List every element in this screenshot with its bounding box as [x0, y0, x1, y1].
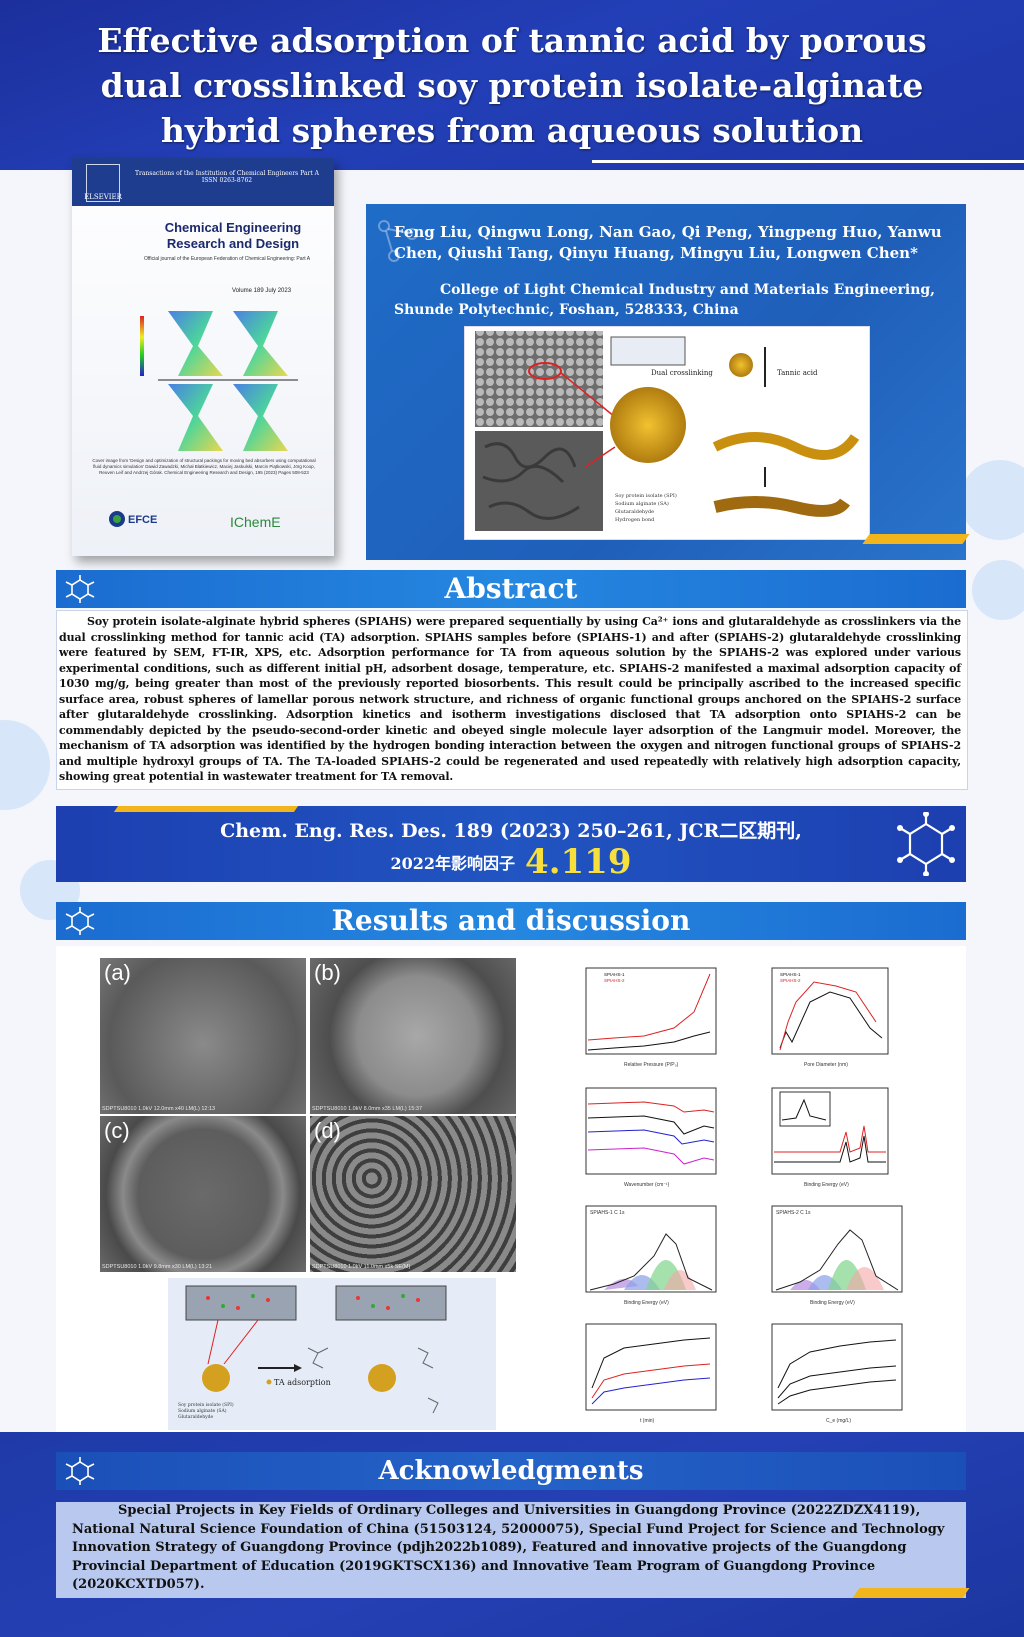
svg-text:Relative Pressure (P/P₀): Relative Pressure (P/P₀): [624, 1062, 679, 1068]
sphere-before: [202, 1364, 230, 1392]
abstract-header: Abstract: [56, 570, 966, 608]
abstract-text: Soy protein isolate-alginate hybrid sphe…: [59, 615, 961, 783]
results-title: Results and discussion: [331, 904, 691, 937]
sem-label: (c): [104, 1118, 130, 1143]
journal-cover: ELSEVIER Transactions of the Institution…: [72, 158, 334, 556]
svg-text:SPIAHS-2: SPIAHS-2: [604, 978, 625, 983]
sem-image-c: (c) SDPTSU8010 1.0kV 9.8mm x30 LM(L) 13:…: [100, 1116, 306, 1272]
acknowledgments-title: Acknowledgments: [378, 1456, 644, 1486]
header-band: [0, 0, 1024, 170]
bet-isotherm-plot: Relative Pressure (P/P₀) SPIAHS-1 SPIAHS…: [564, 962, 720, 1072]
deco-circle: [960, 460, 1024, 540]
results-header: Results and discussion: [56, 902, 966, 940]
svg-text:Binding Energy (eV): Binding Energy (eV): [804, 1182, 849, 1188]
results-panel: (a) SDPTSU8010 1.0kV 12.0mm x40 LM(L) 12…: [56, 946, 966, 1432]
pore-distribution-plot: Pore Diameter (nm) SPIAHS-1 SPIAHS-2: [750, 962, 906, 1072]
sem-image-a: (a) SDPTSU8010 1.0kV 12.0mm x40 LM(L) 12…: [100, 958, 306, 1114]
svg-text:Hydrogen bond: Hydrogen bond: [615, 517, 655, 523]
c1s-spiahs2-plot: SPIAHS-2 C 1s Binding Energy (eV): [750, 1200, 906, 1310]
adsorption-mechanism-diagram: TA adsorption Soy protein isolate (SPI) …: [168, 1278, 496, 1430]
spi-network-box: [185, 1285, 297, 1321]
xps-survey-plot: Binding Energy (eV): [750, 1082, 906, 1192]
citation-text: Chem. Eng. Res. Des. 189 (2023) 250–261,…: [220, 820, 802, 842]
svg-text:Soy protein isolate (SPI): Soy protein isolate (SPI): [178, 1401, 234, 1408]
elsevier-logo: ELSEVIER: [84, 164, 122, 202]
svg-text:SPIAHS-1: SPIAHS-1: [780, 972, 801, 977]
abstract-box: Soy protein isolate-alginate hybrid sphe…: [56, 610, 968, 790]
graphical-abstract: Dual crosslinking Tannic acid Soy protei…: [464, 326, 870, 540]
poster-title: Effective adsorption of tannic acid by p…: [97, 21, 927, 150]
molecule-icon: [65, 907, 95, 935]
svg-text:Tannic acid: Tannic acid: [777, 369, 818, 377]
affiliation: College of Light Chemical Industry and M…: [394, 282, 936, 318]
impact-factor-value: 4.119: [525, 842, 632, 882]
cover-simulation-image: [140, 311, 298, 451]
kinetics-plot: t (min): [564, 1318, 720, 1428]
hybrid-sphere: [610, 387, 686, 463]
svg-text:Glutaraldehyde: Glutaraldehyde: [178, 1414, 214, 1420]
svg-text:Dual crosslinking: Dual crosslinking: [651, 369, 713, 377]
sem-image-b: (b) SDPTSU8010 1.0kV 8.0mm x35 LM(L) 15:…: [310, 958, 516, 1114]
molecule-icon: [65, 575, 95, 603]
isotherm-plot: C_e (mg/L): [750, 1318, 906, 1428]
benzene-icon: [897, 812, 955, 876]
gold-stripe: [852, 1588, 970, 1598]
sem-label: (d): [314, 1118, 341, 1143]
deco-circle: [972, 560, 1024, 620]
svg-text:Binding Energy (eV): Binding Energy (eV): [624, 1300, 669, 1306]
gold-stripe: [113, 806, 299, 812]
svg-text:SPIAHS-2: SPIAHS-2: [780, 978, 801, 983]
cover-volume: Volume 189 July 2023: [232, 288, 292, 294]
ftir-plot: Wavenumber (cm⁻¹): [564, 1082, 720, 1192]
acknowledgments-box: Special Projects in Key Fields of Ordina…: [56, 1502, 970, 1598]
molecule-decor-icon: [378, 220, 418, 262]
cover-header: ELSEVIER Transactions of the Institution…: [72, 158, 334, 206]
svg-text:SPIAHS-1: SPIAHS-1: [604, 972, 625, 977]
crosslink-box: [610, 336, 686, 366]
gold-stripe: [862, 534, 970, 544]
sem-label: (b): [314, 960, 341, 985]
cover-journal-header: Transactions of the Institution of Chemi…: [134, 170, 320, 184]
svg-text:Sodium alginate (SA): Sodium alginate (SA): [178, 1407, 227, 1414]
author-list: Feng Liu, Qingwu Long, Nan Gao, Qi Peng,…: [394, 223, 942, 262]
acknowledgments-header: Acknowledgments: [56, 1452, 966, 1490]
svg-text:C_e (mg/L): C_e (mg/L): [826, 1418, 851, 1424]
svg-text:t (min): t (min): [640, 1418, 655, 1424]
svg-text:SPIAHS-1 C 1s: SPIAHS-1 C 1s: [590, 1210, 625, 1216]
cover-journal-subtitle: Official journal of the European Federat…: [143, 256, 311, 262]
svg-text:Pore Diameter (nm): Pore Diameter (nm): [804, 1062, 848, 1068]
deco-circle: [0, 720, 50, 810]
loaded-network-box: [335, 1285, 447, 1321]
svg-text:SPIAHS-2 C 1s: SPIAHS-2 C 1s: [776, 1210, 811, 1216]
icheme-logo: IChemE: [230, 514, 281, 530]
citation-bar: Chem. Eng. Res. Des. 189 (2023) 250–261,…: [56, 806, 966, 882]
cover-journal-name: Chemical Engineering Research and Design: [164, 220, 302, 251]
acknowledgments-text: Special Projects in Key Fields of Ordina…: [72, 1503, 945, 1592]
impact-factor-label: 2022年影响因子: [390, 854, 516, 873]
sem-image-d: (d) SDPTSU8010 1.0kV 11.0mm x5k SE(M): [310, 1116, 516, 1272]
efce-logo-icon: [109, 511, 125, 527]
sem-label: (a): [104, 960, 131, 985]
sem-footer: SDPTSU8010 1.0kV 11.0mm x5k SE(M): [312, 1264, 411, 1270]
efce-logo: EFCE: [128, 514, 158, 526]
abstract-title: Abstract: [444, 572, 578, 605]
cover-caption: Cover image from 'Design and optimizatio…: [92, 458, 316, 475]
svg-text:Glutaraldehyde: Glutaraldehyde: [615, 509, 654, 515]
impact-factor-line: 2022年影响因子 4.119: [56, 842, 966, 882]
graphical-abstract-image: Dual crosslinking Tannic acid Soy protei…: [475, 331, 860, 531]
svg-text:Wavenumber (cm⁻¹): Wavenumber (cm⁻¹): [624, 1182, 670, 1188]
sem-footer: SDPTSU8010 1.0kV 12.0mm x40 LM(L) 12:13: [102, 1106, 216, 1112]
sem-footer: SDPTSU8010 1.0kV 9.8mm x30 LM(L) 13:21: [102, 1264, 213, 1270]
sem-footer: SDPTSU8010 1.0kV 8.0mm x35 LM(L) 15:37: [312, 1106, 423, 1112]
svg-text:Soy protein isolate (SPI): Soy protein isolate (SPI): [615, 492, 677, 499]
svg-text:TA adsorption: TA adsorption: [274, 1378, 331, 1387]
molecule-icon: [65, 1457, 95, 1485]
svg-text:Sodium alginate (SA): Sodium alginate (SA): [615, 500, 669, 507]
c1s-spiahs1-plot: SPIAHS-1 C 1s Binding Energy (eV): [564, 1200, 720, 1310]
title-divider: [592, 160, 1024, 163]
authors-panel: Feng Liu, Qingwu Long, Nan Gao, Qi Peng,…: [366, 204, 970, 560]
sphere-after: [368, 1364, 396, 1392]
svg-text:Binding Energy (eV): Binding Energy (eV): [810, 1300, 855, 1306]
